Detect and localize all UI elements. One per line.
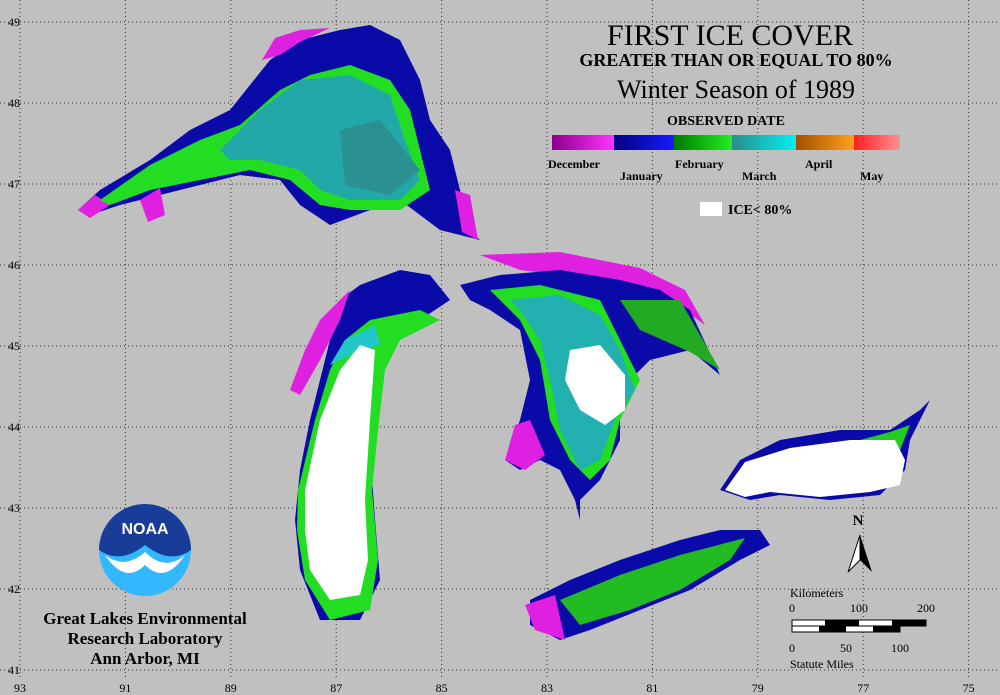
logo-bird bbox=[105, 552, 185, 573]
logo-top bbox=[99, 504, 191, 557]
scale-bar: Kilometers Statute Miles 0 100 200 0 50 100 bbox=[789, 586, 935, 671]
latitude-label: 42 bbox=[8, 582, 20, 596]
color-april bbox=[796, 135, 854, 150]
latitude-label: 43 bbox=[8, 501, 20, 515]
ice-march-late bbox=[340, 120, 420, 195]
scale-bar-mi bbox=[873, 626, 900, 632]
credit-line: Great Lakes Environmental bbox=[43, 609, 247, 628]
ice-december bbox=[455, 190, 478, 240]
km-tick-label: 0 bbox=[789, 601, 795, 615]
north-arrow bbox=[860, 535, 872, 572]
legend-label: April bbox=[805, 157, 833, 171]
title: FIRST ICE COVER bbox=[607, 19, 853, 52]
credit-line: Research Laboratory bbox=[67, 629, 223, 648]
km-tick-label: 100 bbox=[850, 601, 868, 615]
latitude-label: 47 bbox=[8, 177, 20, 191]
scale-bar-km bbox=[825, 620, 859, 626]
color-march bbox=[732, 135, 796, 150]
logo-text: NOAA bbox=[121, 521, 169, 538]
mile-tick-label: 100 bbox=[891, 641, 909, 655]
latitude-label: 49 bbox=[8, 15, 20, 29]
legend-label: May bbox=[860, 169, 883, 183]
ice-below-80 bbox=[305, 345, 375, 600]
latitude-label: 41 bbox=[8, 663, 20, 677]
mile-tick-label: 0 bbox=[789, 641, 795, 655]
ice-below-80 bbox=[725, 440, 905, 497]
lake-michigan bbox=[290, 270, 450, 620]
longitude-label: 75 bbox=[963, 681, 975, 695]
longitude-label: 85 bbox=[436, 681, 448, 695]
longitude-label: 83 bbox=[541, 681, 553, 695]
longitude-label: 93 bbox=[14, 681, 26, 695]
ice-march bbox=[330, 325, 380, 365]
color-february bbox=[674, 135, 732, 150]
scale-title: Kilometers bbox=[790, 586, 844, 600]
longitude-label: 87 bbox=[330, 681, 342, 695]
subtitle: GREATER THAN OR EQUAL TO 80% bbox=[579, 50, 892, 70]
color-may bbox=[854, 135, 900, 150]
longitude-label: 89 bbox=[225, 681, 237, 695]
legend-colorbar bbox=[552, 135, 900, 150]
mile-tick-label: 50 bbox=[840, 641, 852, 655]
ice-december bbox=[480, 252, 705, 325]
ice-february bbox=[860, 425, 910, 450]
longitude-label: 77 bbox=[857, 681, 869, 695]
noaa-logo: NOAA bbox=[99, 504, 191, 596]
longitude-label: 81 bbox=[646, 681, 658, 695]
ice-february bbox=[560, 538, 745, 625]
ice-below-swatch bbox=[700, 202, 722, 216]
credit-line: Ann Arbor, MI bbox=[90, 649, 200, 668]
ice-december bbox=[262, 28, 330, 60]
legend-label: December bbox=[548, 157, 601, 171]
ice-february bbox=[620, 300, 720, 370]
ice-december bbox=[140, 188, 165, 222]
legend-label: March bbox=[742, 169, 777, 183]
lake-ontario bbox=[720, 400, 930, 500]
color-january bbox=[614, 135, 674, 150]
scale-bar-mi bbox=[819, 626, 846, 632]
lake-superior bbox=[78, 25, 480, 240]
scale-title: Statute Miles bbox=[790, 657, 854, 671]
longitude-label: 79 bbox=[752, 681, 764, 695]
lake-huron bbox=[460, 252, 720, 520]
legend-title: OBSERVED DATE bbox=[667, 114, 785, 129]
scale-bar-km bbox=[892, 620, 926, 626]
north-label: N bbox=[853, 513, 864, 529]
legend-label: January bbox=[620, 169, 663, 183]
ice-december bbox=[505, 420, 545, 470]
km-tick-label: 200 bbox=[917, 601, 935, 615]
ice-december bbox=[290, 290, 350, 395]
longitude-label: 91 bbox=[119, 681, 131, 695]
latitude-label: 46 bbox=[8, 258, 20, 272]
legend-label: February bbox=[675, 157, 724, 171]
latitude-label: 48 bbox=[8, 96, 20, 110]
ice-december bbox=[525, 595, 565, 640]
season: Winter Season of 1989 bbox=[617, 75, 855, 104]
color-december bbox=[552, 135, 614, 150]
lake-erie bbox=[525, 530, 770, 640]
ice-below-80 bbox=[565, 345, 625, 425]
latitude-label: 44 bbox=[8, 420, 20, 434]
ice-below-label: ICE< 80% bbox=[728, 203, 792, 218]
latitude-label: 45 bbox=[8, 339, 20, 353]
